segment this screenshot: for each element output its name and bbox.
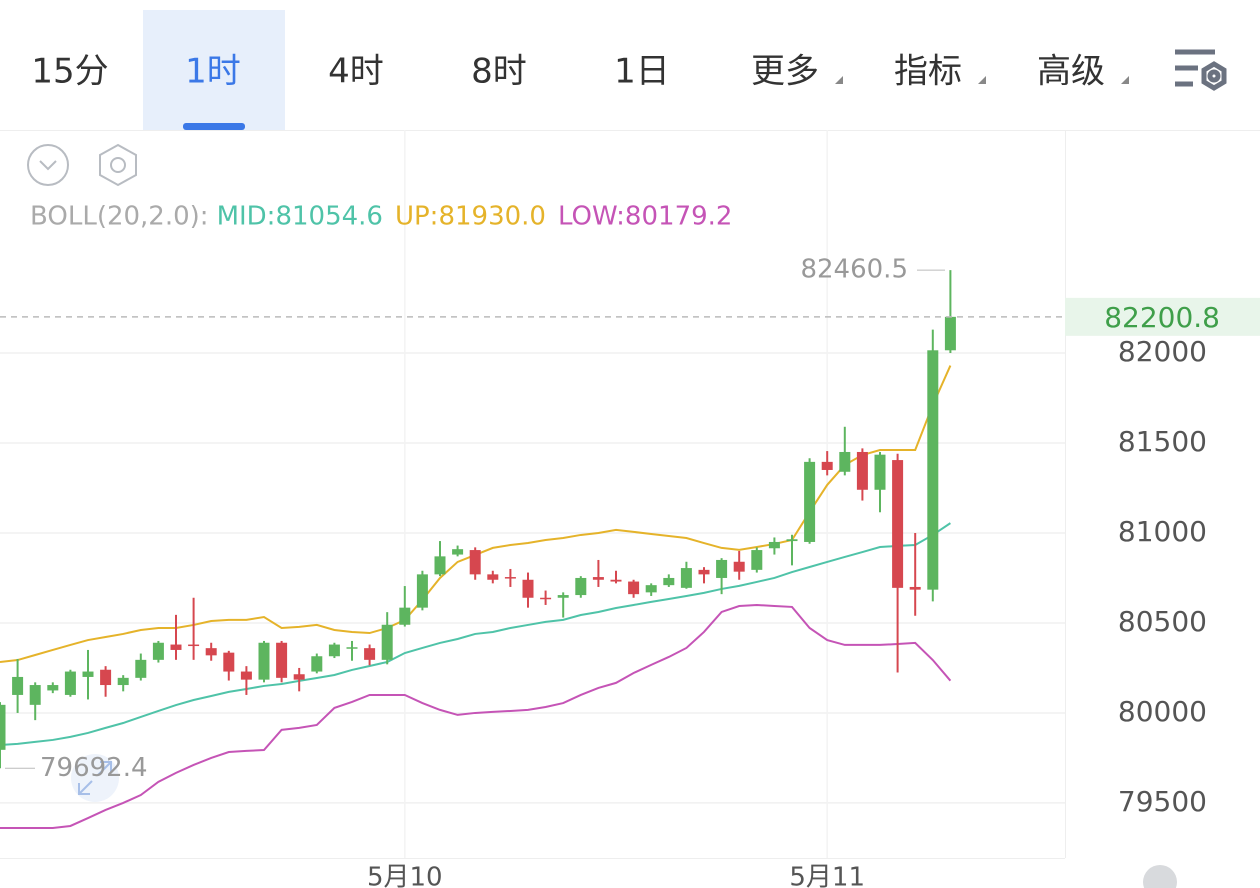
legend-entry: UP:81930.0 (395, 202, 546, 232)
dropdown-marker (1121, 76, 1129, 84)
candle-body (504, 577, 516, 579)
candle-body (768, 541, 780, 549)
last-price-tag (1065, 297, 1260, 336)
active-tab-bg (143, 10, 285, 130)
candle-body (874, 454, 886, 490)
candle-body (117, 677, 129, 686)
y-tick-label: 81500 (1118, 425, 1207, 458)
indicator-label: BOLL(20,2.0): (30, 202, 209, 232)
candle-body (293, 674, 305, 680)
candle-body (82, 671, 94, 677)
plot (0, 130, 1065, 858)
candle-body (575, 577, 587, 596)
candle-body (944, 316, 956, 351)
active-tab-indicator (183, 123, 245, 130)
dropdown-marker (978, 76, 986, 84)
tab[interactable]: 1时 (185, 52, 241, 92)
candle-body (364, 648, 376, 660)
candle-body (469, 550, 481, 575)
candle-body (540, 597, 552, 600)
y-tick-label: 80000 (1118, 695, 1207, 728)
collapse-icon[interactable] (27, 144, 69, 186)
tab[interactable]: 4时 (328, 52, 384, 92)
candle-body (610, 579, 622, 582)
x-tick-label: 5月11 (789, 863, 865, 888)
candle-body (170, 644, 182, 650)
tab[interactable]: 高级 (1037, 52, 1105, 92)
candle-body (381, 624, 393, 660)
candle-body (47, 685, 59, 691)
candle-body (346, 647, 358, 649)
candle-body (0, 704, 6, 750)
last-price-label: 82200.8 (1104, 301, 1220, 334)
candle-body (909, 586, 921, 590)
candle-body (223, 652, 235, 672)
candle-body (205, 648, 217, 656)
tab[interactable]: 更多 (751, 52, 819, 92)
candle-body (522, 579, 534, 598)
boll-line (0, 603, 952, 829)
candle-body (698, 569, 710, 575)
candle-body (188, 644, 200, 647)
candle-body (592, 577, 604, 580)
candle-body (804, 461, 816, 542)
candle-body (152, 642, 164, 660)
x-tick-label: 5月10 (367, 863, 443, 888)
candle-body (839, 451, 851, 472)
candle-body (258, 642, 270, 680)
candle-body (328, 644, 340, 657)
candle-body (751, 550, 763, 570)
candle-body (64, 671, 76, 695)
y-tick-label: 80500 (1118, 605, 1207, 638)
indicator-settings-icon[interactable] (99, 143, 137, 187)
dropdown-marker (835, 76, 843, 84)
y-tick-label: 82000 (1118, 335, 1207, 368)
candle-body (434, 556, 446, 575)
tab[interactable]: 指标 (894, 52, 962, 92)
candle-body (821, 461, 833, 470)
tab[interactable]: 15分 (31, 52, 108, 92)
candle-body (12, 676, 24, 695)
candle-body (452, 549, 464, 555)
settings-icon[interactable] (1175, 49, 1227, 91)
low-marker-label: 79692.4 (40, 753, 148, 783)
y-tick-label: 81000 (1118, 515, 1207, 548)
legend-entry: MID:81054.6 (217, 202, 383, 232)
candle-body (733, 561, 745, 572)
candle-body (135, 659, 147, 678)
candle-body (311, 656, 323, 672)
candle-body (927, 350, 939, 590)
candle-body (628, 581, 640, 595)
candle-body (399, 607, 411, 625)
candle-body (487, 574, 499, 580)
candle-body (856, 451, 868, 490)
candle-body (663, 577, 675, 586)
candle-body (29, 685, 41, 705)
y-tick-label: 79500 (1118, 785, 1207, 818)
candle-body (276, 642, 288, 678)
candle-body (786, 539, 798, 542)
tab[interactable]: 1日 (614, 52, 670, 92)
candle-body (240, 671, 252, 680)
candle-body (100, 669, 112, 686)
candle-body (557, 595, 569, 598)
candle-body (680, 568, 692, 588)
tab[interactable]: 8时 (471, 52, 527, 92)
legend-entry: LOW:80179.2 (558, 202, 732, 232)
boll-line (0, 522, 951, 746)
expand-icon[interactable] (71, 754, 119, 802)
high-marker-label: 82460.5 (800, 255, 908, 285)
candle-body (892, 460, 904, 588)
candle-body (645, 585, 657, 593)
k-button[interactable] (1143, 865, 1177, 888)
candle-body (416, 574, 428, 608)
candle-body (716, 559, 728, 578)
